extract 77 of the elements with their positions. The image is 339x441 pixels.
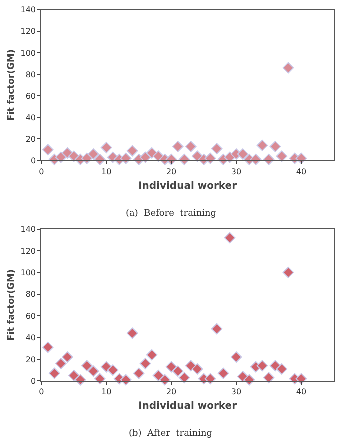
point [270,141,282,152]
point [282,62,294,74]
point [55,152,67,164]
point [166,361,178,373]
y-tick-label: 120 [20,27,36,36]
point [166,154,178,166]
x-tick-label: 40 [296,167,307,176]
point [81,360,93,372]
point [42,144,54,156]
point [263,372,275,384]
point [126,328,138,340]
y-tick-label: 20 [26,355,36,364]
y-tick-label: 40 [26,113,36,122]
point [211,323,223,335]
point [218,368,230,380]
x-tick-label: 10 [102,167,112,176]
x-tick-label: 30 [231,388,242,397]
point [172,141,184,152]
x-tick-label: 20 [166,167,177,176]
text: (b) After training [129,429,213,439]
y-tick-label: 100 [20,48,36,58]
point [230,352,242,363]
point [224,232,236,244]
point [256,140,268,152]
point [126,145,138,157]
point [172,366,184,378]
point [62,352,74,363]
point [68,370,80,382]
point [211,143,223,155]
y-tick-label: 80 [26,70,36,80]
point [48,368,60,380]
y-tick-label: 40 [26,334,36,343]
y-axis-title: Fit factor(GM) [7,269,18,341]
x-tick-label: 0 [39,388,44,397]
point [282,266,294,278]
text: (a) Before training [126,209,217,219]
point [185,141,197,152]
y-axis-title: Fit factor(GM) [7,50,18,122]
x-tick-label: 20 [166,388,177,397]
point [100,142,112,154]
point [192,364,204,375]
y-tick-label: 80 [26,290,36,300]
point [237,148,249,160]
y-tick-label: 60 [26,312,36,321]
point [94,373,106,385]
y-tick-label: 0 [30,376,36,386]
point [146,349,158,361]
y-tick-label: 140 [20,225,36,234]
point [107,364,119,376]
point [42,342,54,354]
y-tick-label: 140 [20,6,36,15]
point [256,360,268,372]
x-tick-label: 30 [231,167,242,176]
point [276,364,288,375]
point [276,150,288,162]
x-tick-label: 40 [296,388,307,397]
y-tick-label: 60 [26,92,36,101]
y-tick-label: 20 [26,134,36,144]
x-tick-label: 0 [39,167,44,176]
y-tick-label: 120 [20,246,36,256]
x-axis-title: Individual worker [138,180,238,192]
point [152,370,164,382]
point [178,154,190,166]
y-tick-label: 100 [20,268,36,278]
point [178,372,190,384]
point [140,358,152,370]
point [88,148,100,160]
x-tick-label: 10 [102,388,112,397]
point [88,366,100,378]
point [133,368,145,380]
point [120,152,132,164]
x-axis-title: Individual worker [138,401,238,412]
point [55,358,67,370]
y-tick-label: 0 [30,156,36,166]
point [263,154,275,166]
point [250,154,262,166]
point [204,152,216,164]
